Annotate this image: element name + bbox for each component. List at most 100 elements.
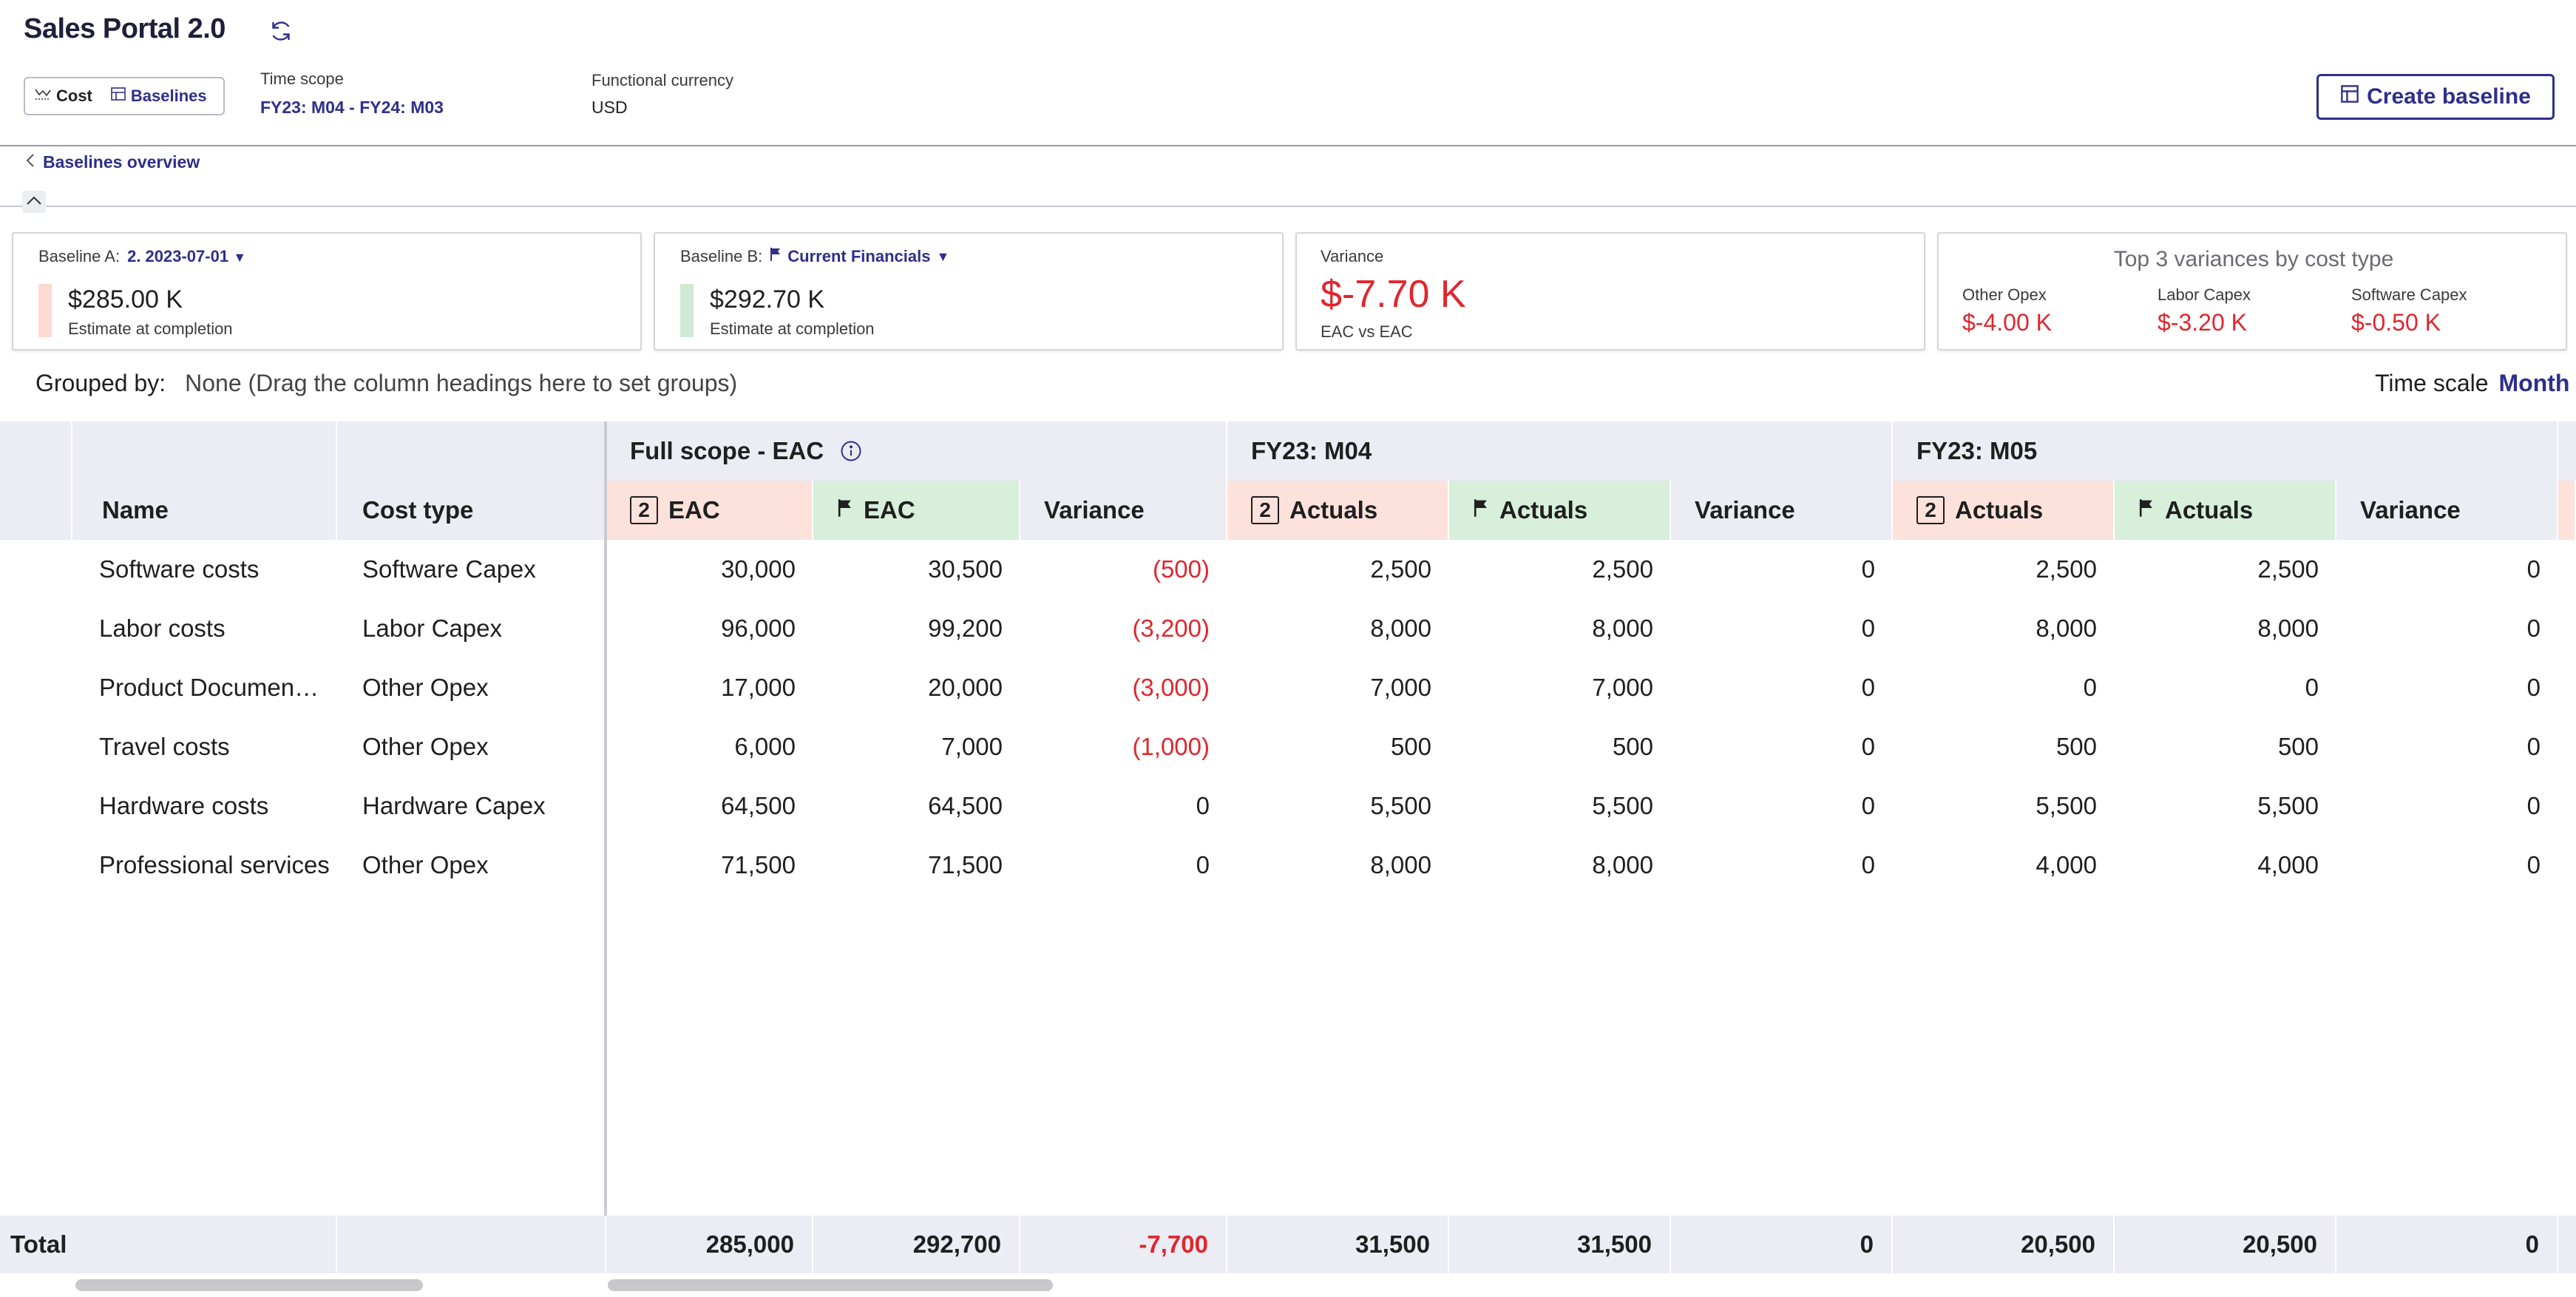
baseline-a-dropdown[interactable]: 2. 2023-07-01 ▼: [127, 247, 246, 266]
column-header-name[interactable]: Name: [72, 481, 337, 540]
cell-cost-type: Software Capex: [362, 555, 536, 583]
column-header-actuals-a[interactable]: 2 Actuals: [1227, 481, 1449, 540]
cell-value: 7,000: [1592, 674, 1653, 701]
time-scale-value[interactable]: Month: [2498, 370, 2570, 396]
cell-value: 2,500: [1370, 555, 1431, 583]
row-selector-header: [0, 481, 72, 540]
total-value: 285,000: [606, 1216, 813, 1273]
baseline-a-swatch: [38, 284, 52, 337]
group-header-full-scope[interactable]: Full scope - EAC: [606, 421, 1227, 481]
baselines-view-button[interactable]: Baselines: [101, 78, 216, 114]
create-baseline-label: Create baseline: [2367, 84, 2531, 109]
group-header-label: Full scope - EAC: [630, 437, 824, 464]
functional-currency-label: Functional currency: [592, 71, 733, 89]
column-header-eac-a[interactable]: 2 EAC: [606, 481, 813, 540]
baseline-b-card: Baseline B: Current Financials ▼ $292.70…: [654, 232, 1284, 351]
group-by-panel[interactable]: Grouped by: None (Drag the column heading…: [35, 370, 737, 397]
column-header-actuals-b[interactable]: Actuals: [1449, 481, 1671, 540]
cell-value: 0: [1861, 733, 1875, 760]
total-value: -7,700: [1020, 1216, 1227, 1273]
table-row[interactable]: Travel costs Other Opex 6,000 7,000 (1,000) 5…: [0, 717, 2576, 776]
time-scope-value[interactable]: FY23: M04 - FY24: M03: [260, 98, 444, 117]
cell-cost-type: Other Opex: [362, 733, 489, 760]
group-header-m04[interactable]: FY23: M04: [1227, 421, 1893, 481]
cell-name: Professional services: [99, 851, 330, 878]
cell-value: (3,000): [1132, 674, 1210, 701]
table-row[interactable]: Software costs Software Capex 30,000 30,500…: [0, 540, 2576, 599]
cell-cost-type: Other Opex: [362, 674, 489, 701]
baseline-a-selected: 2. 2023-07-01: [127, 247, 229, 265]
cell-value: 500: [1612, 733, 1653, 760]
variance-amount: $-7.70 K: [1321, 273, 1466, 316]
column-header-variance[interactable]: Variance: [1671, 481, 1893, 540]
info-icon[interactable]: [840, 440, 862, 462]
top-variance-label: Other Opex: [1962, 285, 2047, 304]
cell-value: 8,000: [1592, 614, 1653, 642]
collapse-button[interactable]: [22, 191, 46, 213]
column-header-label: Actuals: [1955, 496, 2044, 524]
column-header-next: [2558, 481, 2576, 540]
cell-value: 71,500: [928, 851, 1003, 878]
main-horizontal-scrollbar[interactable]: [608, 1279, 1053, 1291]
cell-value: 0: [2305, 674, 2319, 701]
baseline-a-badge: 2: [630, 496, 658, 524]
column-header-eac-b[interactable]: EAC: [813, 481, 1020, 540]
table-row[interactable]: Hardware costs Hardware Capex 64,500 64,500…: [0, 776, 2576, 836]
column-header-cost-type[interactable]: Cost type: [337, 481, 606, 540]
cell-value: 2,500: [2257, 555, 2319, 583]
total-value: 292,700: [813, 1216, 1020, 1273]
baseline-a-caption: Estimate at completion: [68, 319, 233, 338]
cell-value: 7,000: [1370, 674, 1431, 701]
baseline-b-dropdown[interactable]: Current Financials ▼: [770, 247, 949, 266]
column-header-variance[interactable]: Variance: [2336, 481, 2558, 540]
cell-value: (500): [1152, 555, 1210, 583]
cell-value: 0: [1861, 851, 1875, 878]
pinned-horizontal-scrollbar[interactable]: [75, 1279, 423, 1291]
chart-icon: [34, 87, 52, 106]
refresh-icon[interactable]: [268, 18, 294, 44]
row-selector-header: [0, 421, 72, 481]
app-title: Sales Portal 2.0: [24, 13, 226, 44]
column-header-actuals-a[interactable]: 2 Actuals: [1893, 481, 2115, 540]
column-header-label: EAC: [864, 496, 915, 524]
group-header-m05[interactable]: FY23: M05: [1893, 421, 2558, 481]
baselines-overview-link[interactable]: Baselines overview: [25, 152, 200, 172]
table-row[interactable]: Labor costs Labor Capex 96,000 99,200 (3,200…: [0, 599, 2576, 658]
table-row[interactable]: Product Documen… Other Opex 17,000 20,000 (3…: [0, 658, 2576, 717]
total-value: 0: [2336, 1216, 2558, 1273]
column-header-label: Actuals: [2165, 496, 2254, 524]
column-header-variance[interactable]: Variance: [1020, 481, 1227, 540]
total-label: Total: [0, 1216, 337, 1273]
functional-currency-value: USD: [592, 98, 628, 117]
pinned-column-divider[interactable]: [604, 421, 607, 1273]
table-row[interactable]: Professional services Other Opex 71,500 71,…: [0, 836, 2576, 895]
group-by-hint: None (Drag the column headings here to s…: [185, 370, 738, 396]
cell-value: 8,000: [1370, 851, 1431, 878]
baseline-comparison-grid: Full scope - EAC FY23: M04 FY23: M05 Nam…: [0, 421, 2576, 1273]
flag-icon: [2138, 498, 2155, 523]
top-variance-value: $-3.20 K: [2158, 309, 2247, 336]
baseline-b-caption: Estimate at completion: [710, 319, 875, 338]
cell-value: 5,500: [1370, 792, 1431, 819]
cell-value: 4,000: [2036, 851, 2097, 878]
cell-cost-type: Hardware Capex: [362, 792, 546, 819]
cell-value: 30,000: [721, 555, 796, 583]
cell-value: 0: [1861, 674, 1875, 701]
cell-cost-type: Other Opex: [362, 851, 489, 878]
cell-value: 4,000: [2257, 851, 2319, 878]
baseline-a-amount: $285.00 K: [68, 285, 183, 314]
cost-view-button[interactable]: Cost: [25, 78, 101, 114]
create-baseline-button[interactable]: Create baseline: [2316, 74, 2555, 120]
column-header-actuals-b[interactable]: Actuals: [2115, 481, 2336, 540]
cell-name: Software costs: [99, 555, 260, 583]
variance-caption: EAC vs EAC: [1321, 322, 1413, 341]
cell-value: 500: [1390, 733, 1431, 760]
total-value: 31,500: [1227, 1216, 1449, 1273]
cell-value: (1,000): [1132, 733, 1210, 760]
baseline-a-badge: 2: [1916, 496, 1945, 524]
column-header-label: Actuals: [1499, 496, 1588, 524]
time-scale-control[interactable]: Time scale Month: [2375, 370, 2569, 397]
baseline-a-card: Baseline A: 2. 2023-07-01 ▼ $285.00 K Es…: [12, 232, 642, 351]
section-divider: [0, 206, 2576, 207]
top-variance-value: $-0.50 K: [2351, 309, 2441, 336]
